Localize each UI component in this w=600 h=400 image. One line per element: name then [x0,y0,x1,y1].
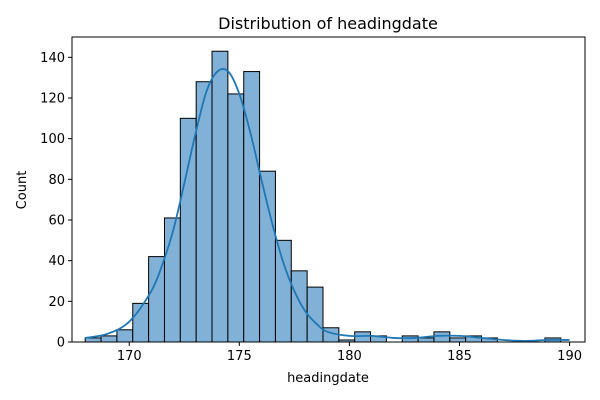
y-tick-label: 100 [40,132,65,147]
kde-line [85,68,570,342]
x-tick-label: 180 [337,349,362,364]
y-tick-label: 40 [48,254,65,269]
y-tick-label: 80 [48,173,65,188]
histogram-bar [227,93,245,343]
histogram-bar [290,270,308,343]
histogram-bar [306,286,324,343]
histogram-bar [449,337,467,343]
histogram-bar [417,337,435,343]
x-tick-label: 175 [227,349,252,364]
kde-curve-group [85,68,570,342]
y-axis-label: Count [15,171,30,210]
axes: 170 175 180 185 190 0 20 40 60 80 100 120 140 [40,36,586,364]
histogram-bar [84,337,102,343]
histogram-bar [179,117,197,343]
x-tick-label: 185 [447,349,472,364]
x-axis-label: headingdate [287,371,369,386]
plot-frame [71,36,586,343]
chart-title: Distribution of headingdate [218,14,438,33]
y-tick-label: 120 [40,92,65,107]
x-tick-label: 190 [557,349,582,364]
histogram-bar [148,256,165,343]
histogram-bar [433,331,451,343]
y-tick-label: 20 [48,295,65,310]
y-tick-label: 140 [40,51,65,66]
histogram-bar [274,239,292,343]
y-tick-label: 60 [48,214,65,229]
histogram-bar [211,50,229,343]
y-tick-label: 0 [57,336,65,351]
histogram-bar [259,170,276,343]
histogram-bar [116,329,134,343]
histogram-bars [84,50,562,343]
histogram-bar [100,335,118,343]
x-tick-label: 170 [117,349,142,364]
histogram-bar [243,71,261,343]
